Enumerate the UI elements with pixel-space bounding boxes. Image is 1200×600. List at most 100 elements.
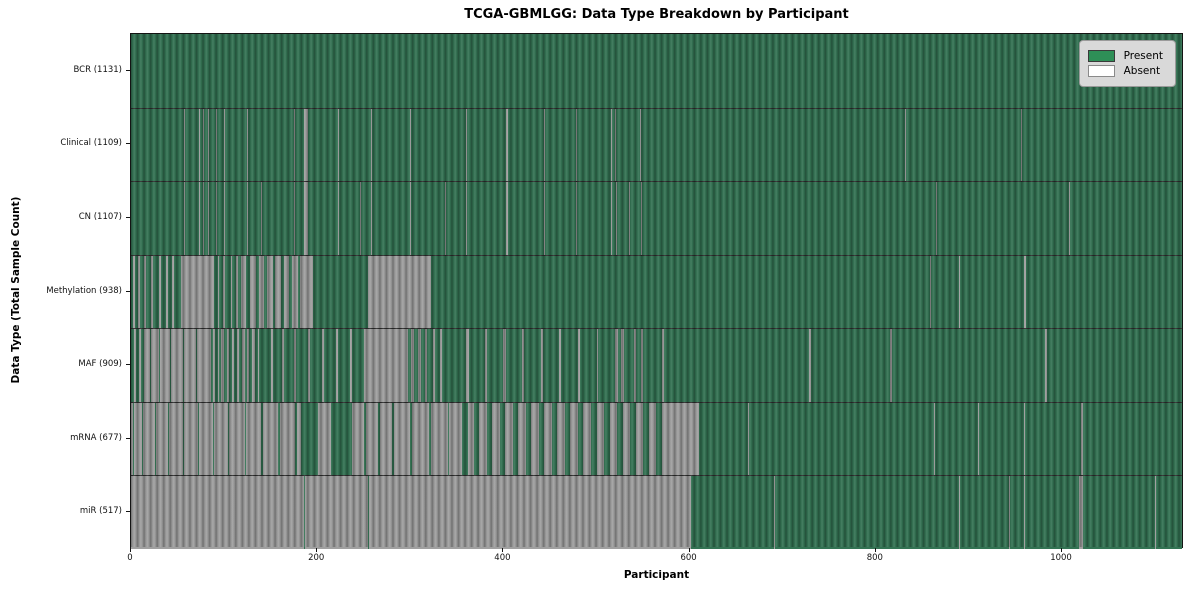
- absent-segment: [1069, 182, 1071, 255]
- absent-segment: [151, 255, 154, 329]
- absent-segment: [202, 108, 204, 182]
- absent-segment: [360, 182, 362, 255]
- x-tick-label-0: 0: [127, 553, 133, 563]
- y-tick-mark: [126, 290, 130, 292]
- present-segment: [248, 182, 262, 255]
- present-segment: [142, 402, 144, 476]
- absent-segment: [198, 402, 213, 476]
- absent-segment: [241, 329, 245, 402]
- absent-segment: [368, 255, 431, 329]
- absent-segment: [505, 402, 513, 476]
- absent-segment: [576, 182, 578, 255]
- absent-segment: [748, 402, 750, 476]
- absent-segment: [240, 255, 247, 329]
- absent-segment: [1023, 255, 1026, 329]
- present-segment: [543, 329, 560, 402]
- present-segment: [508, 108, 545, 182]
- present-segment: [309, 329, 322, 402]
- absent-segment: [245, 402, 262, 476]
- present-segment: [930, 255, 959, 329]
- present-segment: [512, 402, 519, 476]
- absent-segment: [432, 329, 435, 402]
- absent-segment: [889, 329, 892, 402]
- present-segment: [579, 329, 597, 402]
- absent-segment: [217, 329, 220, 402]
- y-tick-mark: [126, 364, 130, 366]
- present-segment: [447, 402, 450, 476]
- absent-segment: [410, 182, 412, 255]
- present-segment: [131, 108, 185, 182]
- present-segment: [131, 255, 133, 329]
- present-segment: [427, 329, 433, 402]
- present-segment: [486, 329, 504, 402]
- absent-segment: [279, 402, 295, 476]
- present-segment: [246, 255, 251, 329]
- absent-segment: [620, 329, 624, 402]
- absent-segment: [506, 182, 509, 255]
- heatmap-row-BCR: [131, 34, 1182, 108]
- present-segment: [410, 402, 413, 476]
- absent-segment: [540, 329, 544, 402]
- present-segment: [1047, 329, 1182, 402]
- absent-segment: [544, 108, 546, 182]
- present-segment: [158, 329, 160, 402]
- present-segment: [641, 108, 905, 182]
- absent-segment: [212, 329, 215, 402]
- present-segment: [297, 255, 301, 329]
- present-segment: [160, 255, 167, 329]
- absent-segment: [208, 182, 210, 255]
- x-tick-mark: [1061, 548, 1063, 552]
- present-segment: [810, 329, 890, 402]
- absent-segment: [544, 182, 546, 255]
- present-segment: [630, 402, 636, 476]
- present-segment: [249, 329, 253, 402]
- present-segment: [576, 182, 612, 255]
- present-segment: [227, 402, 229, 476]
- legend: Present Absent: [1078, 40, 1176, 87]
- absent-segment: [181, 255, 214, 329]
- present-segment: [598, 329, 616, 402]
- present-segment: [377, 402, 380, 476]
- present-segment: [185, 108, 199, 182]
- present-segment: [131, 329, 134, 402]
- absent-segment: [503, 329, 507, 402]
- absent-segment: [466, 329, 469, 402]
- present-segment: [145, 255, 152, 329]
- absent-segment: [958, 255, 960, 329]
- legend-entry-absent: Absent: [1087, 64, 1163, 77]
- present-segment: [1009, 476, 1024, 549]
- absent-segment: [258, 255, 265, 329]
- absent-segment: [184, 329, 197, 402]
- absent-segment: [466, 182, 468, 255]
- present-segment: [262, 182, 294, 255]
- present-segment: [338, 108, 372, 182]
- present-segment: [1156, 476, 1182, 549]
- present-segment: [280, 255, 284, 329]
- absent-segment: [444, 182, 446, 255]
- absent-segment: [648, 402, 657, 476]
- absent-segment: [635, 402, 644, 476]
- absent-segment: [215, 108, 217, 182]
- absent-segment: [661, 402, 699, 476]
- present-segment: [141, 329, 145, 402]
- absent-segment: [484, 329, 487, 402]
- absent-segment: [417, 329, 421, 402]
- present-segment: [590, 402, 597, 476]
- present-segment: [959, 255, 1024, 329]
- absent-segment: [640, 108, 642, 182]
- present-segment: [749, 402, 935, 476]
- present-segment: [1025, 255, 1182, 329]
- x-tick-mark: [130, 548, 131, 552]
- absent-segment: [293, 329, 296, 402]
- present-segment: [135, 329, 140, 402]
- present-segment: [663, 329, 809, 402]
- absent-segment: [449, 402, 463, 476]
- y-tick-mark: [126, 216, 130, 218]
- absent-segment: [934, 402, 936, 476]
- absent-segment: [466, 108, 468, 182]
- present-segment: [441, 329, 467, 402]
- legend-absent-label: Absent: [1123, 64, 1161, 77]
- present-segment: [131, 34, 1182, 108]
- absent-segment: [506, 108, 509, 182]
- present-segment: [209, 108, 216, 182]
